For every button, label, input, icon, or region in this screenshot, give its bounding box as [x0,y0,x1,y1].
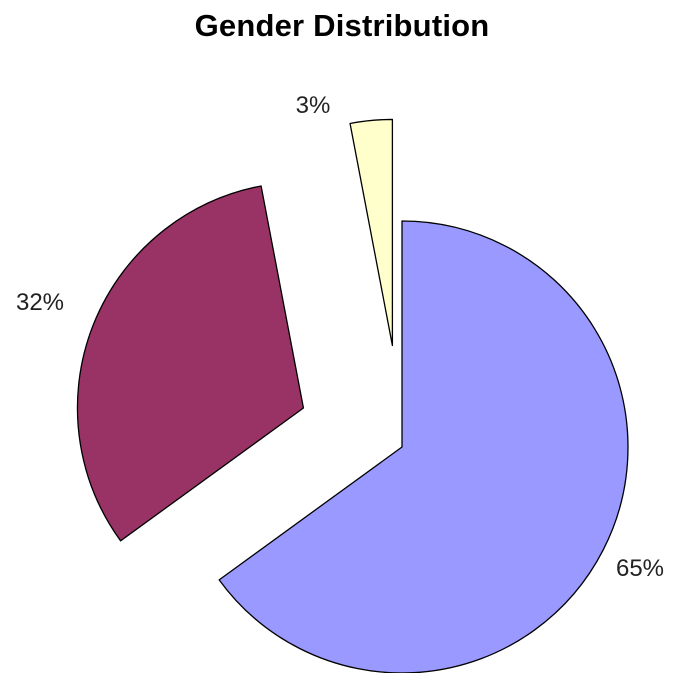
label-3: 3% [296,92,331,119]
label-65: 65% [616,555,664,582]
slice-65 [218,220,629,673]
label-32: 32% [16,289,64,316]
chart-title: Gender Distribution [194,8,490,43]
slice-32 [76,185,305,542]
slice-3 [349,118,394,347]
